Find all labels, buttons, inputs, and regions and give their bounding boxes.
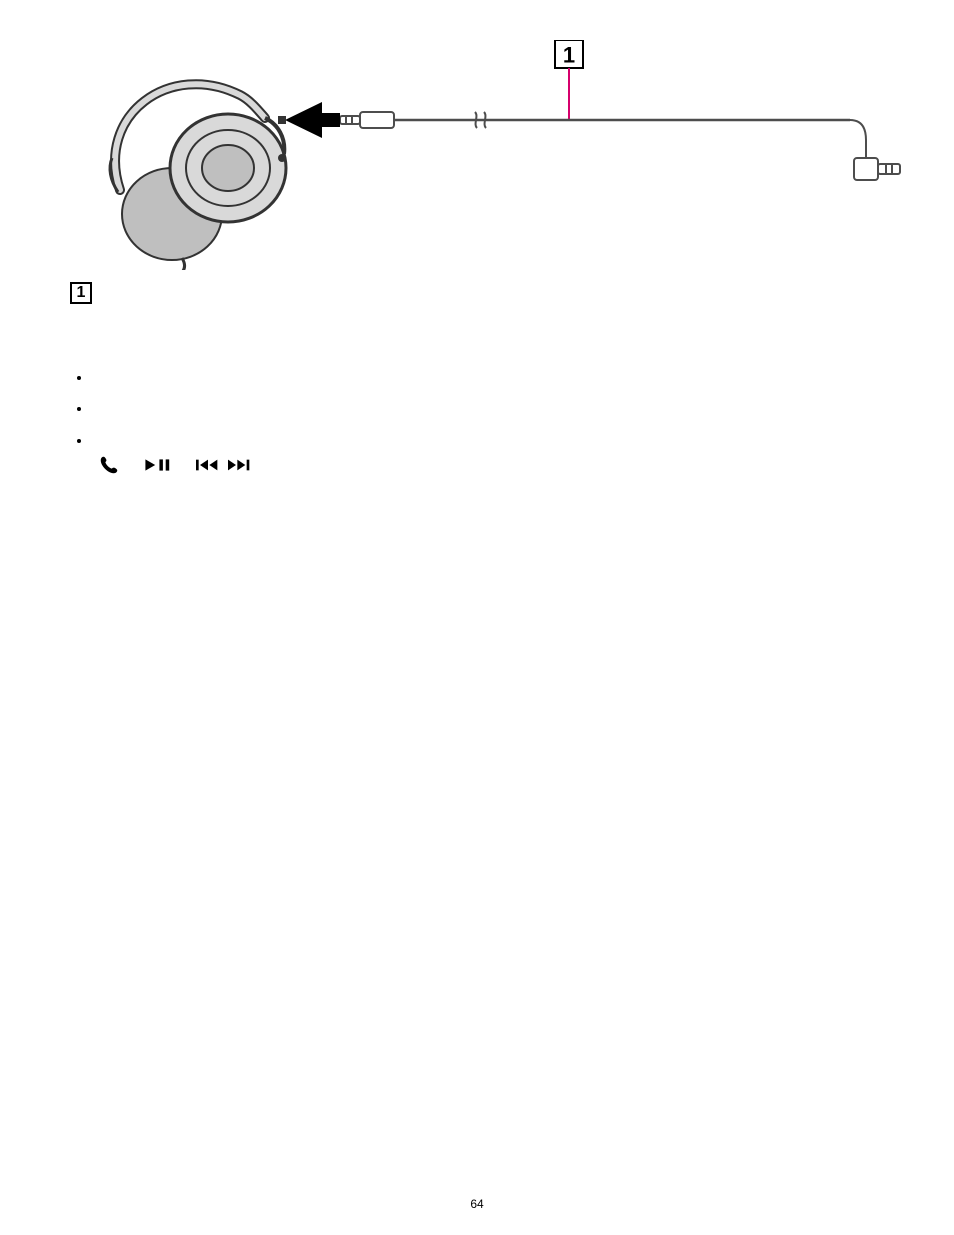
note-text-prefix: When the headphone cable is connected, t… <box>92 433 724 448</box>
phone-icon <box>98 454 120 476</box>
diagram-svg: 1 <box>60 40 910 270</box>
cable-plug-right <box>850 120 900 180</box>
note-text: Use only the supplied headphone cable. <box>92 370 323 385</box>
note-item: When the headphone cable is connected, t… <box>92 427 872 476</box>
notes-heading: Note <box>72 338 872 354</box>
prev-next-icon <box>196 456 256 474</box>
play-pause-icon <box>144 456 172 474</box>
insert-arrow-icon <box>285 102 340 138</box>
headphones-illustration <box>110 84 286 270</box>
callout-number: 1 <box>563 43 575 68</box>
notes-list: Use only the supplied headphone cable. M… <box>72 364 872 476</box>
diagram-legend: 1 Headphone cable (supplied) <box>70 282 277 304</box>
manual-page: 1 <box>0 0 954 1235</box>
note-item: Use only the supplied headphone cable. <box>92 364 872 389</box>
page-number: 64 <box>0 1197 954 1211</box>
legend-number-box: 1 <box>70 282 92 304</box>
notes-section: Note Use only the supplied headphone cab… <box>72 338 872 482</box>
legend-label: Headphone cable (supplied) <box>102 285 277 301</box>
note-text: Make sure you insert the plug firmly. <box>92 401 300 416</box>
cable-plug-left <box>340 112 394 128</box>
note-item: Make sure you insert the plug firmly. <box>92 395 872 420</box>
inline-icons-row <box>98 454 256 476</box>
cable-diagram: 1 <box>60 40 910 270</box>
legend-number: 1 <box>77 284 86 302</box>
